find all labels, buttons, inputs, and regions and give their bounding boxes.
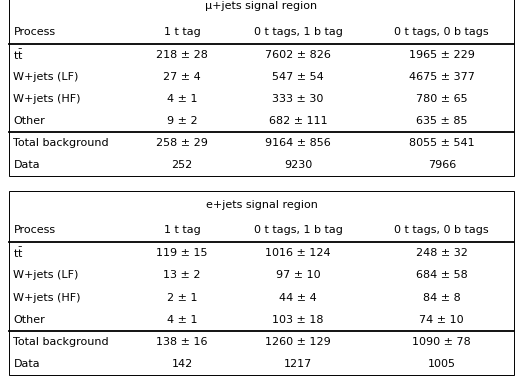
Text: 1005: 1005	[428, 359, 456, 369]
Text: 682 ± 111: 682 ± 111	[269, 116, 327, 126]
Text: 74 ± 10: 74 ± 10	[419, 315, 464, 325]
Text: 13 ± 2: 13 ± 2	[163, 270, 201, 280]
Text: 1260 ± 129: 1260 ± 129	[265, 337, 331, 347]
Text: 4 ± 1: 4 ± 1	[167, 315, 197, 325]
Text: 84 ± 8: 84 ± 8	[423, 293, 461, 303]
Text: W+jets (LF): W+jets (LF)	[14, 72, 79, 82]
Text: 1 t tag: 1 t tag	[164, 225, 200, 235]
Bar	[9, 0, 514, 176]
Text: Total background: Total background	[14, 138, 109, 148]
Text: 1016 ± 124: 1016 ± 124	[265, 248, 331, 258]
Text: Data: Data	[14, 160, 40, 170]
Text: e+jets signal region: e+jets signal region	[206, 200, 317, 210]
Text: t$\mathdefault{\bar{t}}$: t$\mathdefault{\bar{t}}$	[14, 246, 24, 261]
Text: 1217: 1217	[284, 359, 312, 369]
Text: 27 ± 4: 27 ± 4	[163, 72, 201, 82]
Text: Total background: Total background	[14, 337, 109, 347]
Text: 9230: 9230	[284, 160, 312, 170]
Text: 0 t tags, 1 b tag: 0 t tags, 1 b tag	[254, 27, 343, 37]
Text: Other: Other	[14, 315, 45, 325]
Text: W+jets (LF): W+jets (LF)	[14, 270, 79, 280]
Text: t$\mathdefault{\bar{t}}$: t$\mathdefault{\bar{t}}$	[14, 47, 24, 62]
Text: Data: Data	[14, 359, 40, 369]
Text: 635 ± 85: 635 ± 85	[416, 116, 468, 126]
Text: 44 ± 4: 44 ± 4	[279, 293, 317, 303]
Text: 248 ± 32: 248 ± 32	[416, 248, 468, 258]
Text: 7966: 7966	[428, 160, 456, 170]
Text: 97 ± 10: 97 ± 10	[276, 270, 321, 280]
Text: 142: 142	[172, 359, 192, 369]
Text: 138 ± 16: 138 ± 16	[156, 337, 208, 347]
Text: 103 ± 18: 103 ± 18	[272, 315, 324, 325]
Text: 9164 ± 856: 9164 ± 856	[265, 138, 331, 148]
Text: 0 t tags, 1 b tag: 0 t tags, 1 b tag	[254, 225, 343, 235]
Text: W+jets (HF): W+jets (HF)	[14, 94, 81, 104]
Text: Process: Process	[14, 27, 55, 37]
Text: 119 ± 15: 119 ± 15	[156, 248, 208, 258]
Text: 684 ± 58: 684 ± 58	[416, 270, 468, 280]
Text: 333 ± 30: 333 ± 30	[272, 94, 324, 104]
Text: 1090 ± 78: 1090 ± 78	[412, 337, 471, 347]
Text: 9 ± 2: 9 ± 2	[167, 116, 197, 126]
Text: μ+jets signal region: μ+jets signal region	[206, 1, 317, 11]
Text: 2 ± 1: 2 ± 1	[167, 293, 197, 303]
Text: 547 ± 54: 547 ± 54	[272, 72, 324, 82]
Text: 0 t tags, 0 b tags: 0 t tags, 0 b tags	[394, 225, 489, 235]
Text: Other: Other	[14, 116, 45, 126]
Text: 8055 ± 541: 8055 ± 541	[409, 138, 474, 148]
Text: 1965 ± 229: 1965 ± 229	[409, 50, 475, 60]
Text: Process: Process	[14, 225, 55, 235]
Bar	[9, 191, 514, 375]
Text: 780 ± 65: 780 ± 65	[416, 94, 468, 104]
Text: 252: 252	[172, 160, 192, 170]
Text: 4 ± 1: 4 ± 1	[167, 94, 197, 104]
Text: 0 t tags, 0 b tags: 0 t tags, 0 b tags	[394, 27, 489, 37]
Text: 4675 ± 377: 4675 ± 377	[409, 72, 475, 82]
Text: W+jets (HF): W+jets (HF)	[14, 293, 81, 303]
Text: 218 ± 28: 218 ± 28	[156, 50, 208, 60]
Text: 7602 ± 826: 7602 ± 826	[265, 50, 331, 60]
Text: 258 ± 29: 258 ± 29	[156, 138, 208, 148]
Text: 1 t tag: 1 t tag	[164, 27, 200, 37]
